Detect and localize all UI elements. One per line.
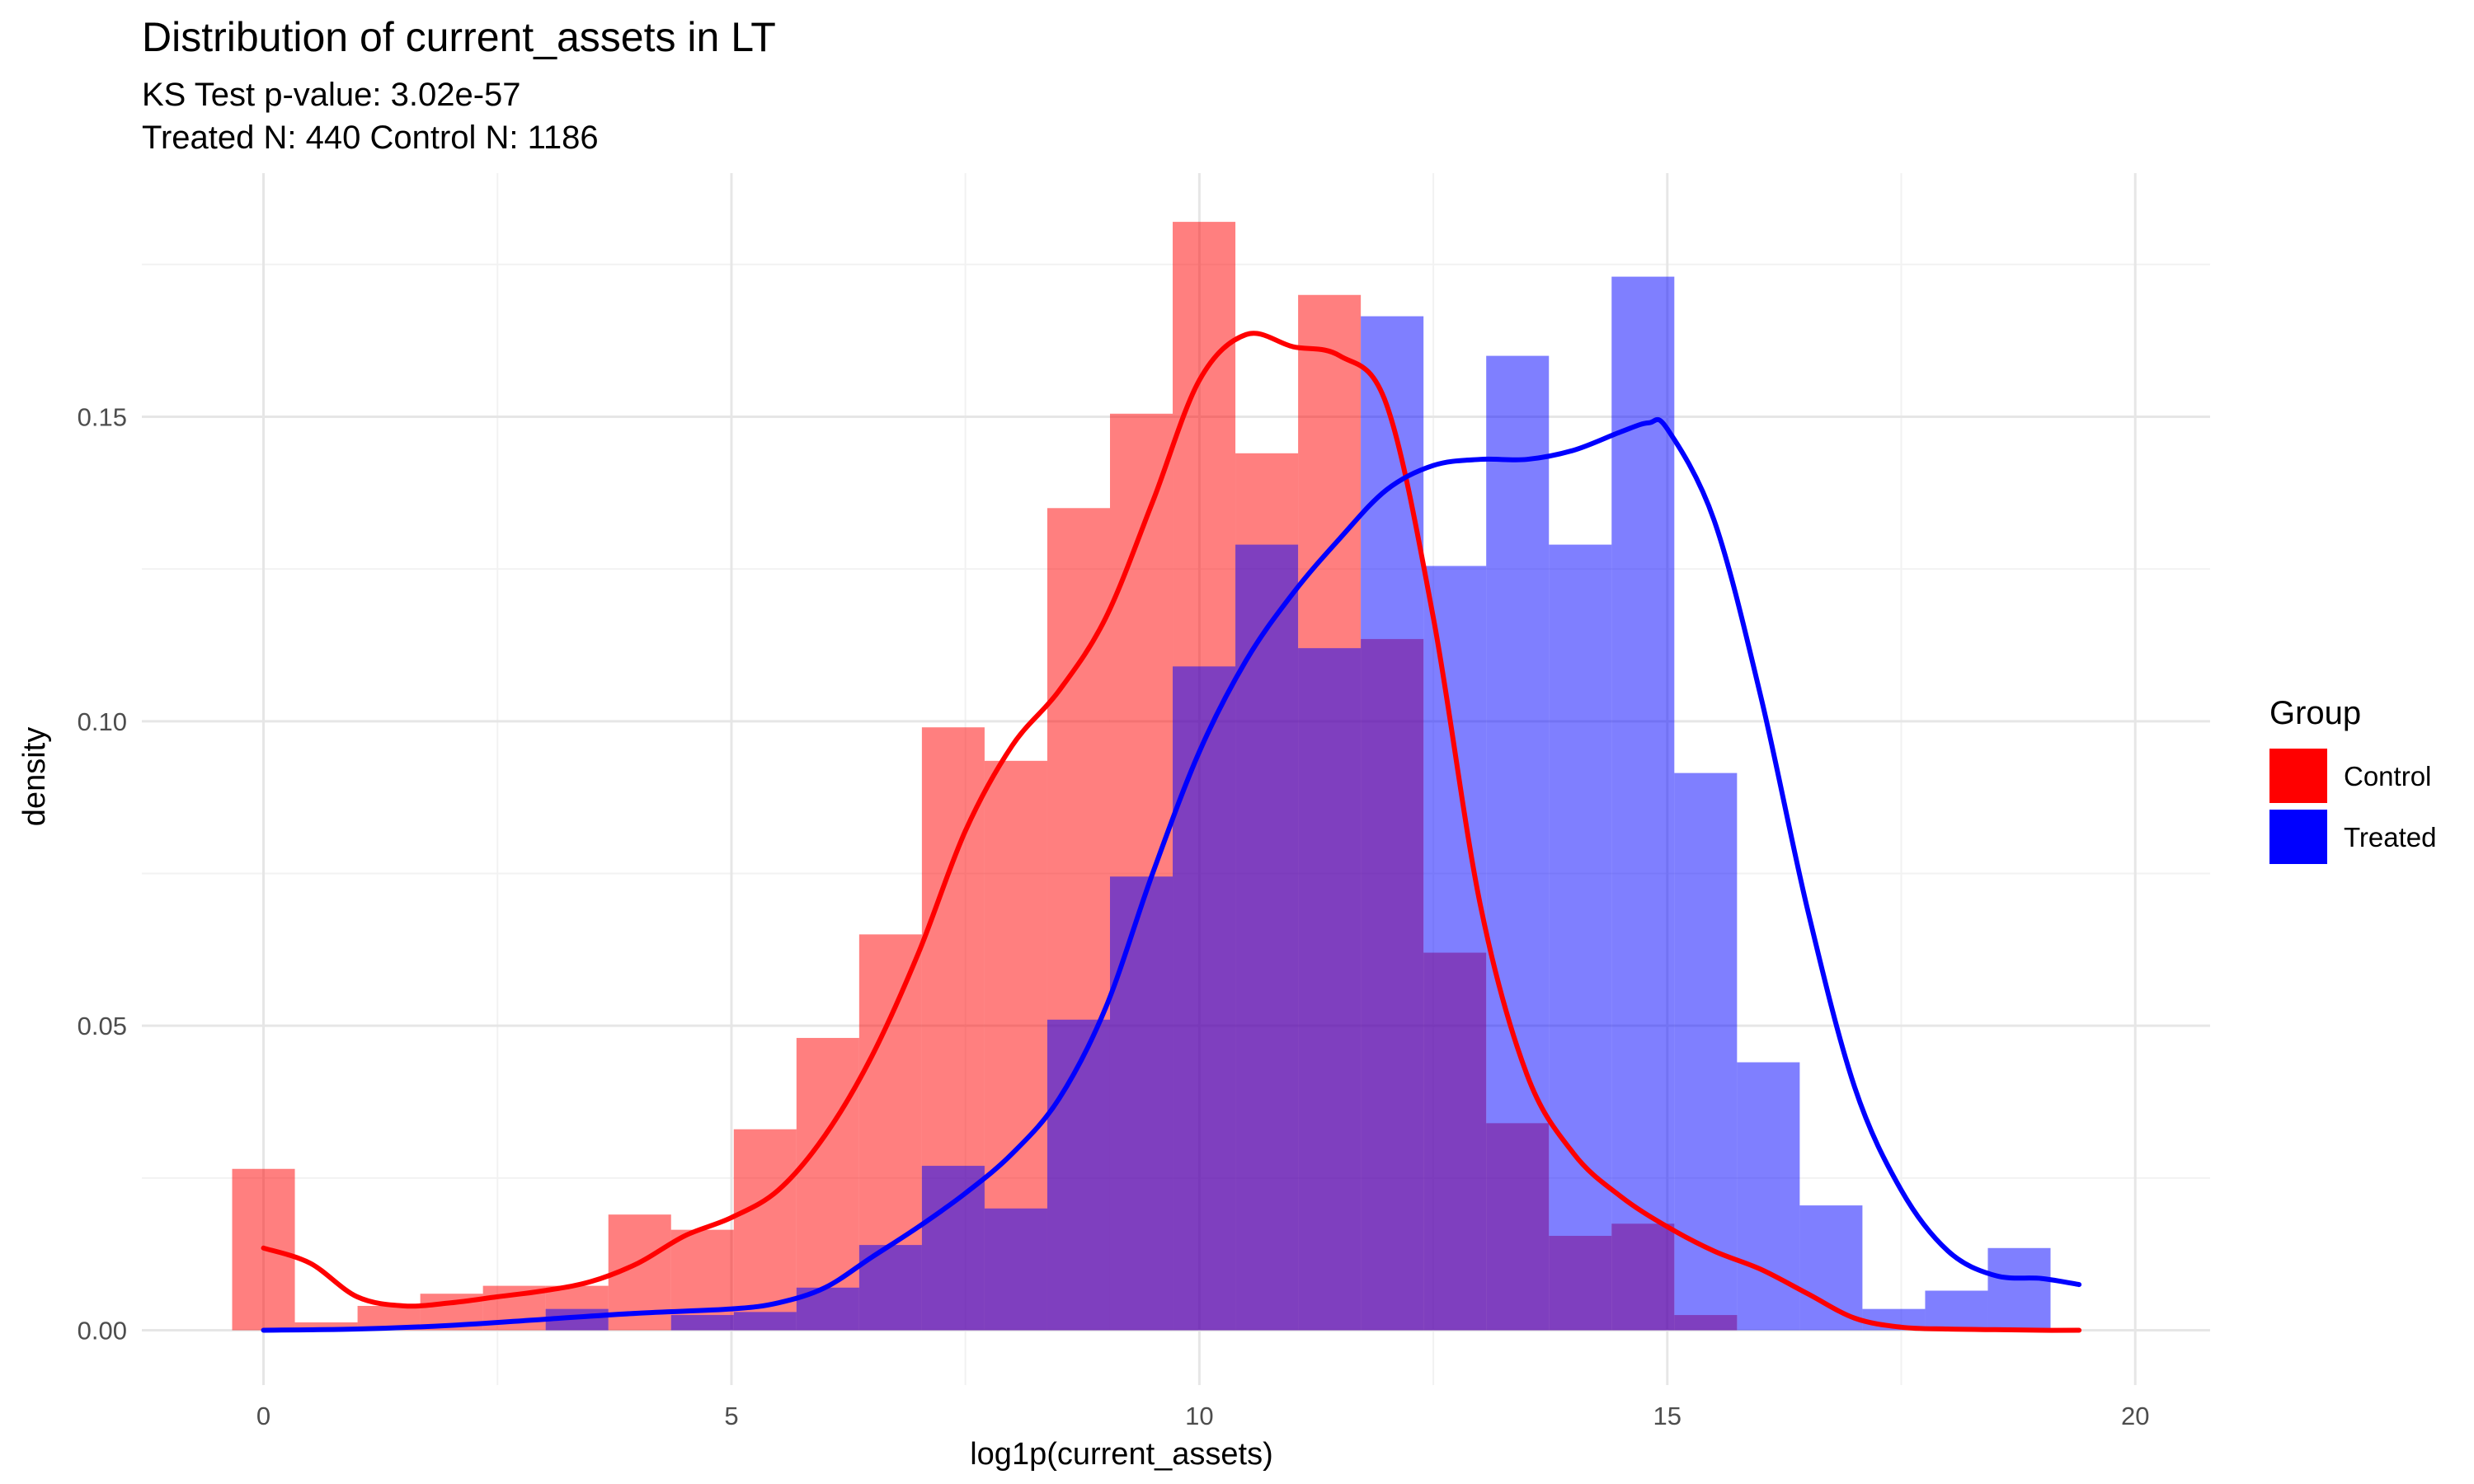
chart-subtitle-line-1: KS Test p-value: 3.02e-57 (142, 77, 521, 113)
y-tick-label: 0.05 (78, 1012, 127, 1040)
treated-histogram-bar (1611, 276, 1675, 1331)
legend-label-control: Control (2344, 761, 2431, 791)
legend-label-treated: Treated (2344, 822, 2437, 852)
treated-histogram-bar (1987, 1247, 2051, 1331)
x-axis-tick-labels: 0 5 10 15 20 (256, 1402, 2150, 1430)
treated-histogram-bar (921, 1166, 985, 1331)
y-axis-tick-labels: 0.00 0.05 0.10 0.15 (78, 402, 127, 1345)
treated-histogram-bar (733, 1312, 797, 1331)
legend: Group Control Treated (2269, 695, 2437, 864)
legend-swatch-treated (2269, 810, 2327, 864)
treated-density-curve (261, 416, 2082, 1333)
treated-histogram-bar (1486, 355, 1550, 1331)
x-axis-title: log1p(current_assets) (970, 1437, 1273, 1472)
x-tick-label: 5 (724, 1402, 738, 1430)
treated-histogram-bar (1361, 316, 1424, 1331)
treated-histogram-bar (1298, 648, 1362, 1331)
y-tick-label: 0.10 (78, 707, 127, 736)
treated-histogram-bar (1925, 1290, 1988, 1331)
chart-title: Distribution of current_assets in LT (142, 14, 776, 60)
y-tick-label: 0.00 (78, 1317, 127, 1345)
treated-histogram-bar (1549, 544, 1612, 1331)
x-tick-label: 10 (1185, 1402, 1213, 1430)
treated-histogram-bar (1737, 1062, 1800, 1331)
y-axis-title: density (17, 727, 52, 826)
treated-histogram-bar (1423, 566, 1487, 1331)
legend-title: Group (2269, 695, 2361, 731)
treated-histogram-bar (1235, 544, 1299, 1331)
control-density-curve (261, 331, 2082, 1333)
treated-histogram-bar (1109, 876, 1174, 1331)
treated-histogram-bar (984, 1208, 1047, 1331)
x-tick-label: 15 (1653, 1402, 1681, 1430)
chart-subtitle-line-2: Treated N: 440 Control N: 1186 (142, 120, 599, 156)
x-tick-label: 20 (2121, 1402, 2149, 1430)
treated-histogram-bars (545, 276, 2051, 1331)
control-histogram-bar (294, 1322, 358, 1331)
density-curves (261, 331, 2082, 1333)
treated-histogram-bar (1047, 1019, 1110, 1331)
treated-histogram-bar (1799, 1205, 1863, 1331)
treated-histogram-bar (670, 1315, 734, 1331)
control-histogram-bar (733, 1129, 797, 1331)
y-tick-label: 0.15 (78, 402, 127, 431)
legend-swatch-control (2269, 749, 2327, 803)
treated-histogram-bar (1173, 666, 1236, 1331)
control-histogram-bar (796, 1037, 859, 1331)
x-tick-label: 0 (256, 1402, 270, 1430)
